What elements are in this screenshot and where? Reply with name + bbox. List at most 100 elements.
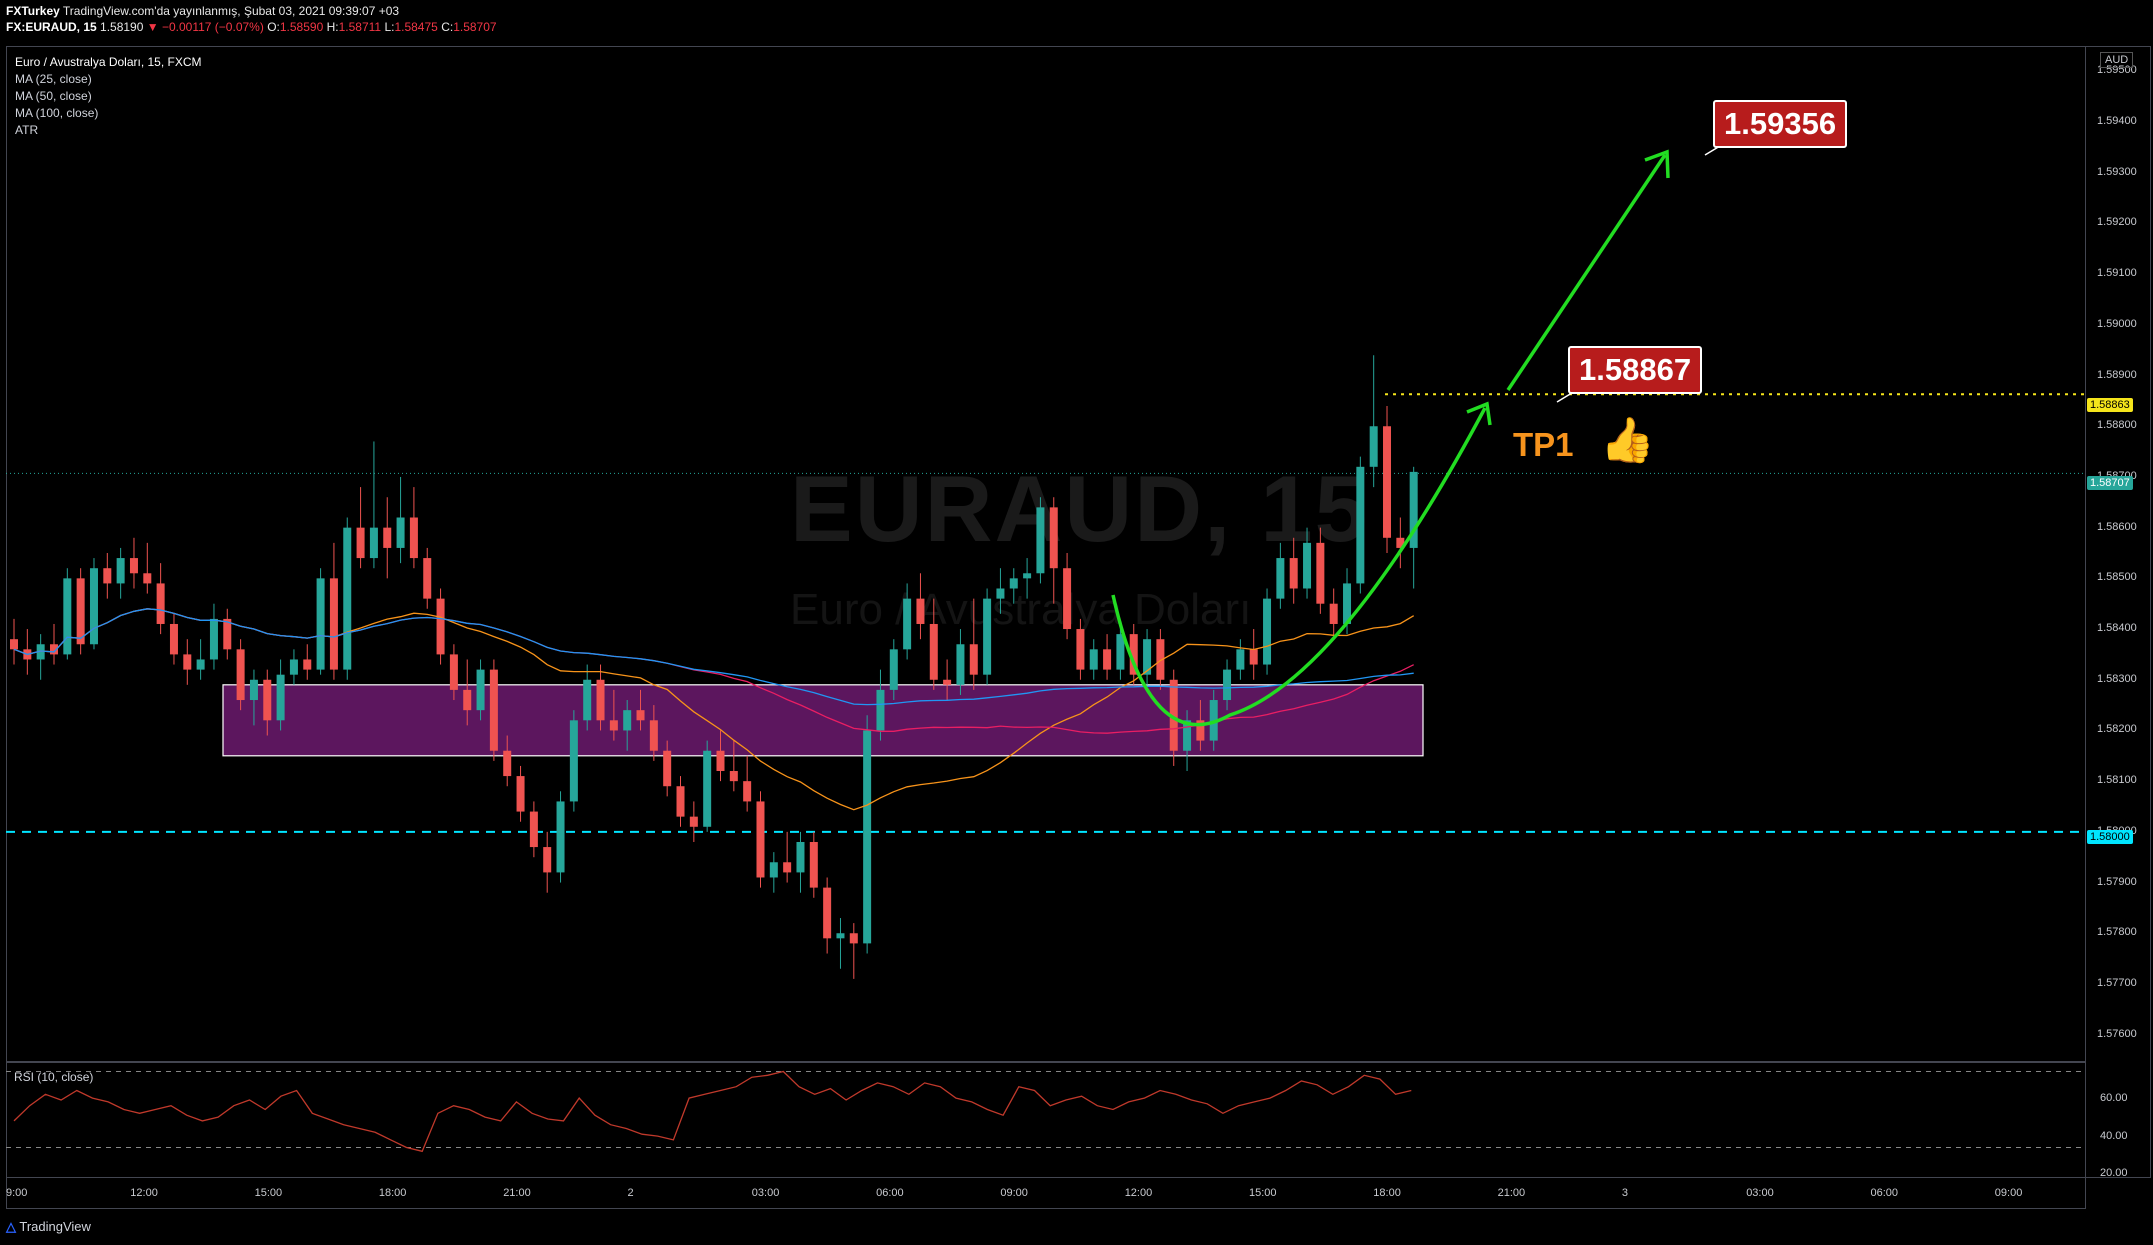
rsi-axis-40: 40.00 bbox=[2100, 1130, 2128, 1142]
symbol-info: FX:EURAUD, 15 1.58190 ▼ −0.00117 (−0.07%… bbox=[6, 20, 497, 34]
price-axis-label: 1.57800 bbox=[2097, 926, 2137, 939]
candle-body bbox=[1383, 426, 1392, 538]
price-axis-label: 1.57900 bbox=[2097, 875, 2137, 888]
support-price-tag: 1.58000 bbox=[2087, 830, 2133, 844]
rsi-label[interactable]: RSI (10, close) bbox=[14, 1070, 94, 1084]
tp-price-tag: 1.58863 bbox=[2087, 398, 2133, 412]
price-axis-label: 1.57700 bbox=[2097, 976, 2137, 989]
price-axis-panel[interactable] bbox=[2085, 46, 2151, 1178]
candle-body bbox=[169, 623, 178, 655]
candle-body bbox=[729, 771, 738, 782]
legend-atr[interactable]: ATR bbox=[15, 123, 39, 137]
chart-legend: Euro / Avustralya Doları, 15, FXCM MA (2… bbox=[15, 54, 202, 139]
price-axis-label: 1.59300 bbox=[2097, 165, 2137, 178]
candle-body bbox=[343, 527, 352, 670]
price-axis-label: 1.58400 bbox=[2097, 622, 2137, 635]
price-axis-label: 1.58300 bbox=[2097, 672, 2137, 685]
candle-body bbox=[223, 618, 232, 650]
candle-body bbox=[263, 679, 272, 721]
curve-arrowhead bbox=[1466, 401, 1492, 426]
time-axis-label: 15:00 bbox=[1249, 1187, 1277, 1199]
candle-body bbox=[503, 750, 512, 777]
candle-body bbox=[796, 841, 805, 873]
candle-body bbox=[36, 644, 45, 660]
time-axis-panel[interactable] bbox=[6, 1177, 2086, 1209]
rsi-axis-60: 60.00 bbox=[2100, 1092, 2128, 1104]
candle-body bbox=[556, 801, 565, 873]
price-axis-label: 1.58900 bbox=[2097, 368, 2137, 381]
time-axis-label: 06:00 bbox=[876, 1187, 904, 1199]
candle-body bbox=[916, 598, 925, 624]
candle-body bbox=[289, 659, 298, 675]
candle-body bbox=[1343, 583, 1352, 624]
candle-body bbox=[756, 801, 765, 878]
time-axis-label: 9:00 bbox=[6, 1187, 28, 1199]
candle-body bbox=[383, 527, 392, 548]
candle-body bbox=[89, 568, 98, 645]
candle-body bbox=[649, 720, 658, 751]
price-axis-label: 1.59400 bbox=[2097, 115, 2137, 128]
candle-body bbox=[316, 578, 325, 670]
rsi-axis-20: 20.00 bbox=[2100, 1167, 2128, 1179]
candle-body bbox=[1316, 542, 1325, 604]
candle-body bbox=[1196, 720, 1205, 741]
time-axis-label: 21:00 bbox=[1497, 1187, 1526, 1199]
candle-body bbox=[143, 573, 152, 584]
time-axis-label: 15:00 bbox=[254, 1187, 283, 1199]
published-date: TradingView.com'da yayınlanmış, Şubat 03… bbox=[59, 4, 400, 18]
rsi-line bbox=[13, 1070, 1412, 1153]
high-label: H: bbox=[326, 20, 339, 34]
candle-body bbox=[543, 847, 552, 873]
time-axis-label: 12:00 bbox=[130, 1187, 158, 1199]
target-arrow bbox=[1506, 154, 1667, 391]
candle-body bbox=[609, 720, 618, 731]
candle-body bbox=[943, 679, 952, 685]
tradingview-logo[interactable]: △ TradingView bbox=[6, 1219, 91, 1235]
close-value: 1.58707 bbox=[453, 20, 497, 34]
candle-body bbox=[423, 558, 432, 599]
candle-body bbox=[1169, 679, 1178, 751]
legend-ma25[interactable]: MA (25, close) bbox=[15, 72, 92, 86]
close-label: C: bbox=[441, 20, 454, 34]
candle-body bbox=[1089, 649, 1098, 670]
candle-body bbox=[1183, 720, 1192, 751]
candle-body bbox=[1156, 639, 1165, 680]
candle-body bbox=[863, 730, 872, 944]
price-axis-label: 1.58800 bbox=[2097, 419, 2137, 432]
candle-body bbox=[889, 649, 898, 690]
ma100-line bbox=[13, 608, 1414, 706]
candle-body bbox=[449, 654, 458, 690]
candle-body bbox=[823, 887, 832, 939]
candle-body bbox=[329, 578, 338, 670]
candle-body bbox=[1356, 466, 1365, 584]
candle-body bbox=[129, 558, 138, 574]
legend-ma50[interactable]: MA (50, close) bbox=[15, 89, 92, 103]
time-axis-label: 03:00 bbox=[1746, 1187, 1774, 1199]
target2-callout: 1.59356 bbox=[1713, 100, 1848, 148]
time-axis-label: 2 bbox=[627, 1187, 634, 1199]
time-axis-label: 3 bbox=[1621, 1187, 1629, 1199]
candle-body bbox=[1036, 507, 1045, 574]
candle-body bbox=[929, 623, 938, 680]
candle-body bbox=[996, 588, 1005, 599]
candle-body bbox=[1236, 649, 1245, 670]
candle-body bbox=[236, 649, 245, 701]
candle-body bbox=[409, 517, 418, 559]
candle-body bbox=[1116, 634, 1125, 670]
candle-body bbox=[809, 841, 818, 888]
legend-ma100[interactable]: MA (100, close) bbox=[15, 106, 99, 120]
last-price: 1.58190 bbox=[100, 20, 144, 34]
time-axis-label: 09:00 bbox=[1994, 1187, 2023, 1199]
candle-body bbox=[836, 933, 845, 939]
open-value: 1.58590 bbox=[279, 20, 324, 34]
candle-body bbox=[1076, 629, 1085, 670]
tradingview-icon: △ bbox=[6, 1219, 16, 1234]
candle-body bbox=[1143, 639, 1152, 675]
candle-body bbox=[116, 558, 125, 584]
candle-body bbox=[63, 578, 72, 655]
candle-body bbox=[1276, 558, 1285, 599]
time-axis-label: 21:00 bbox=[503, 1187, 531, 1199]
candle-body bbox=[969, 644, 978, 675]
candle-body bbox=[436, 598, 445, 655]
